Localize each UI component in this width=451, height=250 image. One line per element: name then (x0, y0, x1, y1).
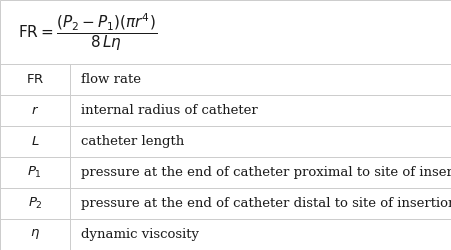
Text: pressure at the end of catheter proximal to site of insertion: pressure at the end of catheter proximal… (81, 166, 451, 179)
Text: $r$: $r$ (31, 104, 39, 117)
Text: pressure at the end of catheter distal to site of insertion: pressure at the end of catheter distal t… (81, 197, 451, 210)
Text: $L$: $L$ (31, 135, 39, 148)
Text: flow rate: flow rate (81, 73, 141, 86)
Text: $P_1$: $P_1$ (28, 165, 42, 180)
Text: $\mathrm{FR} = \dfrac{(P_2-P_1)(\pi r^4)}{8\,L\eta}$: $\mathrm{FR} = \dfrac{(P_2-P_1)(\pi r^4)… (18, 11, 157, 52)
Text: $P_2$: $P_2$ (28, 196, 42, 211)
Text: $\mathrm{FR}$: $\mathrm{FR}$ (26, 73, 44, 86)
Text: dynamic viscosity: dynamic viscosity (81, 228, 199, 241)
Text: internal radius of catheter: internal radius of catheter (81, 104, 258, 117)
Text: catheter length: catheter length (81, 135, 184, 148)
Text: $\eta$: $\eta$ (30, 228, 40, 241)
